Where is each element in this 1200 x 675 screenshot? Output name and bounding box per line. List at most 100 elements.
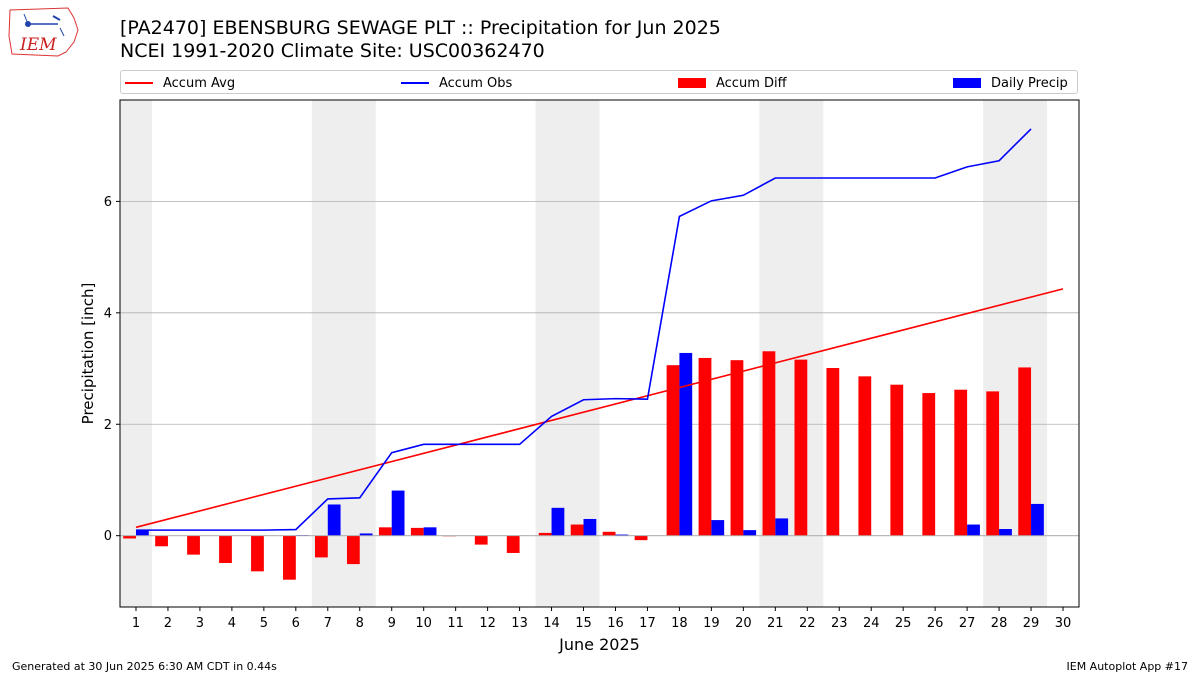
x-axis-label: June 2025: [558, 635, 640, 654]
accum-diff-bar: [474, 535, 488, 545]
x-tick-label: 1: [132, 616, 140, 631]
y-axis-label: Precipitation [inch]: [79, 283, 97, 425]
footer-generated: Generated at 30 Jun 2025 6:30 AM CDT in …: [12, 660, 277, 673]
chart-subtitle: NCEI 1991-2020 Climate Site: USC00362470: [120, 40, 545, 62]
legend-item-accum-obs: Accum Obs: [401, 74, 512, 92]
accum-diff-bar: [251, 535, 264, 572]
x-tick-label: 19: [703, 616, 720, 631]
x-tick-label: 16: [607, 616, 624, 631]
accum-diff-bar: [506, 535, 520, 553]
accum-diff-bar: [1018, 367, 1032, 536]
x-tick-label: 7: [324, 616, 332, 631]
x-tick-label: 28: [991, 616, 1008, 631]
accum-diff-bar: [602, 531, 616, 536]
x-tick-label: 22: [799, 616, 816, 631]
legend-item-accum-diff: Accum Diff: [678, 74, 787, 92]
plot-frame: [119, 99, 1080, 608]
accum-obs-line: [135, 128, 1032, 531]
legend-item-accum-avg: Accum Avg: [125, 74, 235, 92]
accum-diff-bar: [858, 376, 872, 536]
y-tick-label: 0: [104, 529, 112, 544]
legend-swatch-accum-obs: [401, 82, 429, 84]
x-tick-label: 8: [356, 616, 364, 631]
accum-diff-bar: [826, 367, 840, 536]
weekend-shade-1: [311, 100, 376, 607]
accum-diff-bar: [634, 535, 648, 541]
x-tick-label: 2: [164, 616, 172, 631]
accum-diff-bar: [570, 524, 584, 536]
daily-precip-bar: [423, 527, 437, 536]
x-tick-label: 3: [196, 616, 204, 631]
x-tick-label: 21: [767, 616, 784, 631]
legend-swatch-accum-diff: [678, 78, 706, 88]
y-tick-label: 6: [104, 195, 112, 210]
legend-swatch-daily-precip: [953, 78, 981, 88]
accum-diff-bar: [123, 535, 136, 539]
footer-app: IEM Autoplot App #17: [1066, 660, 1189, 673]
x-tick-label: 18: [671, 616, 688, 631]
accum-diff-bar: [219, 535, 232, 563]
x-tick-label: 23: [831, 616, 848, 631]
daily-precip-bar: [743, 530, 757, 536]
x-tick-label: 24: [863, 616, 880, 631]
x-tick-label: 13: [511, 616, 528, 631]
x-tick-label: 9: [388, 616, 396, 631]
accum-diff-bar: [698, 357, 712, 536]
x-tick-label: 6: [292, 616, 300, 631]
weekend-shade-0: [120, 100, 152, 607]
legend-item-daily-precip: Daily Precip: [953, 74, 1068, 92]
accum-diff-bar: [922, 393, 936, 536]
legend-swatch-accum-avg: [125, 82, 153, 84]
y-tick-label: 4: [104, 306, 112, 321]
x-tick-label: 15: [575, 616, 592, 631]
daily-precip-bar: [999, 529, 1012, 536]
x-tick-label: 5: [260, 616, 268, 631]
logo-text: IEM: [19, 35, 57, 55]
daily-precip-bar: [551, 507, 565, 536]
x-tick-label: 14: [543, 616, 560, 631]
chart-title: [PA2470] EBENSBURG SEWAGE PLT :: Precipi…: [120, 17, 721, 39]
legend-label-accum-obs: Accum Obs: [439, 75, 513, 91]
legend-label-accum-diff: Accum Diff: [716, 75, 787, 91]
accum-diff-bar: [283, 535, 296, 580]
x-tick-label: 30: [1055, 616, 1072, 631]
daily-precip-bar: [391, 490, 405, 536]
daily-precip-bar: [679, 352, 693, 536]
accum-diff-bar: [538, 532, 552, 536]
accum-diff-bar: [666, 365, 680, 536]
accum-diff-bar: [986, 391, 1000, 536]
accum-diff-bar: [155, 535, 168, 547]
x-tick-label: 26: [927, 616, 944, 631]
accum-diff-bar: [378, 527, 392, 536]
x-tick-label: 10: [415, 616, 432, 631]
x-tick-label: 29: [1023, 616, 1040, 631]
daily-precip-bar: [615, 534, 629, 536]
iem-logo: IEM: [8, 6, 80, 58]
accum-diff-bar: [762, 351, 776, 536]
accum-diff-bar: [314, 535, 328, 558]
x-tick-label: 12: [479, 616, 496, 631]
y-tick-label: 2: [104, 418, 112, 433]
legend: Accum Avg Accum Obs Accum Diff Daily Pre…: [120, 70, 1078, 94]
accum-diff-bar: [187, 535, 200, 555]
x-tick-label: 17: [639, 616, 656, 631]
accum-diff-bar: [730, 360, 744, 536]
x-tick-label: 20: [735, 616, 752, 631]
x-tick-label: 25: [895, 616, 912, 631]
accum-diff-bar: [890, 384, 904, 536]
accum-avg-line: [135, 288, 1064, 529]
daily-precip-bar: [327, 504, 341, 536]
daily-precip-bar: [1031, 503, 1044, 536]
daily-precip-bar: [967, 524, 980, 536]
x-tick-label: 11: [447, 616, 464, 631]
daily-precip-bar: [711, 520, 725, 536]
x-tick-label: 4: [228, 616, 236, 631]
daily-precip-bar: [583, 518, 597, 536]
daily-precip-bar: [359, 533, 373, 536]
accum-diff-bar: [794, 359, 808, 536]
accum-diff-bar: [346, 535, 360, 565]
x-tick-label: 27: [959, 616, 976, 631]
daily-precip-bar: [135, 530, 149, 536]
legend-label-accum-avg: Accum Avg: [163, 75, 236, 91]
